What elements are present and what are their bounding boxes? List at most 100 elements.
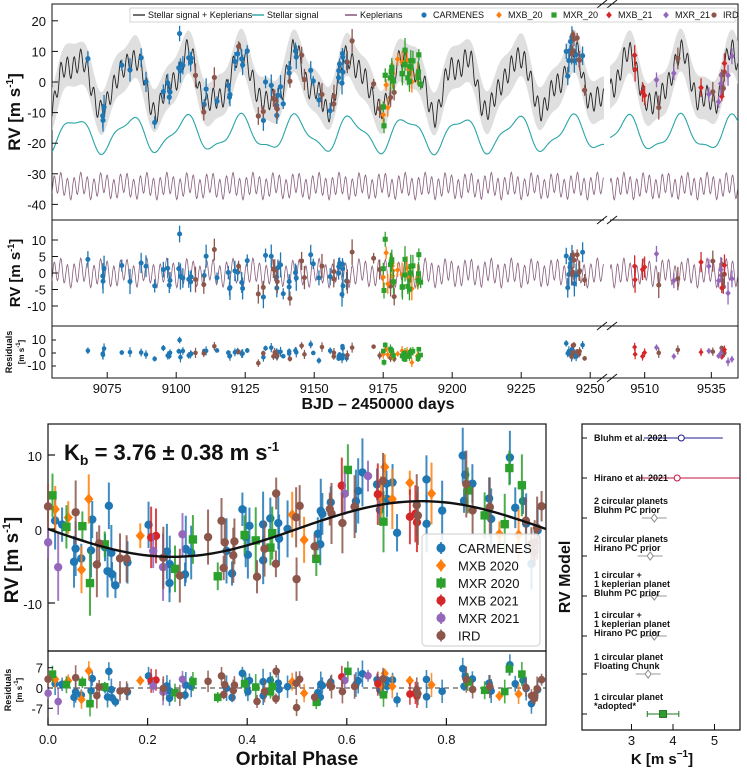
top-x-tick-label: 9200	[438, 381, 467, 396]
k-panel: Bluhm et al. 2021 Hirano et al. 2021 2 cir…	[557, 423, 741, 768]
phase-point	[350, 502, 359, 511]
rv-point	[698, 84, 704, 92]
keplerian-line	[52, 171, 604, 201]
top-x-tick-label: 9075	[93, 381, 122, 396]
rv-point	[670, 69, 677, 77]
top-ylabel-main: RV [m s-1]	[5, 73, 24, 151]
phase-residual-point	[266, 687, 275, 696]
rv-point	[653, 76, 660, 84]
residual-point	[349, 345, 355, 350]
phase-point	[71, 508, 80, 517]
detrended-point	[571, 257, 577, 263]
rv-point	[349, 38, 355, 44]
rv-point	[580, 53, 586, 59]
phase-residual-point	[111, 698, 120, 706]
phase-point	[363, 471, 373, 481]
rv-point	[287, 78, 293, 84]
rv-point	[192, 72, 199, 78]
rv-point	[721, 59, 728, 67]
detrended-point	[292, 270, 298, 276]
residual-point	[256, 360, 261, 366]
phase-point	[104, 501, 114, 511]
detrended-point	[186, 276, 192, 282]
detrended-point	[260, 294, 266, 300]
phase-point	[135, 530, 145, 542]
phase-residual-point	[275, 685, 283, 694]
rv-point	[390, 78, 397, 84]
rv-point	[119, 62, 125, 68]
phase-residual-point	[272, 694, 280, 703]
detrended-point	[100, 278, 106, 284]
rv-point	[582, 87, 588, 93]
k-model-label: *adopted*	[594, 701, 637, 711]
rv-point	[418, 81, 424, 87]
phase-point	[243, 550, 253, 560]
detrended-point	[336, 264, 342, 270]
detrended-point	[405, 283, 411, 289]
phase-residual-point	[462, 675, 471, 684]
mid-y-tick-label: 10	[32, 233, 46, 248]
top-x-tick-label: 9125	[231, 381, 260, 396]
top-legend-box	[129, 7, 736, 23]
rv-point	[720, 85, 726, 91]
detrended-point	[718, 266, 724, 273]
detrended-point	[719, 272, 725, 278]
phase-residual-point	[379, 690, 388, 699]
detrended-point	[319, 263, 325, 269]
rv-point	[415, 74, 421, 80]
phase-point	[213, 572, 222, 581]
phase-point	[260, 544, 269, 553]
phase-residual-point	[522, 683, 530, 692]
rv-point	[344, 59, 350, 65]
residual-point	[563, 341, 569, 346]
phase-residual-point	[238, 669, 247, 678]
k-model-label: Hirano PC prior	[594, 543, 661, 553]
rv-point	[180, 62, 186, 68]
phase-residual-point	[259, 677, 267, 686]
rv-point	[293, 54, 299, 60]
residual-point	[710, 349, 716, 354]
detrended-point	[631, 263, 638, 270]
phase-residual-point	[511, 680, 520, 688]
phase-residual-point	[272, 667, 280, 676]
rv-point	[573, 52, 579, 58]
residual-point	[263, 345, 268, 351]
k-frame	[581, 423, 741, 731]
phase-x-tick-label: 0.2	[139, 732, 157, 747]
detrended-point	[656, 282, 662, 288]
phase-residual-point	[78, 678, 87, 687]
top-legend-swatch	[551, 12, 557, 18]
detrended-point	[85, 256, 91, 262]
detrended-point	[416, 252, 422, 258]
phase-point	[69, 557, 79, 566]
axis-break-mark	[606, 321, 618, 331]
residual-point	[311, 350, 316, 356]
detrended-point	[721, 261, 728, 269]
detrended-point	[270, 266, 276, 272]
phase-ylabel-res-1: Residuals	[3, 669, 13, 712]
rv-point	[301, 76, 308, 83]
phase-annotation-sub: b	[80, 452, 89, 468]
rv-point	[331, 101, 337, 107]
mid-y-tick-label: 5	[39, 250, 46, 265]
rv-point	[576, 57, 582, 63]
phase-point	[86, 546, 96, 555]
phase-residual-point	[527, 691, 536, 700]
detrended-point	[344, 278, 350, 284]
rv-point	[232, 58, 238, 65]
rv-point	[255, 113, 261, 119]
phase-y-tick-label: -10	[23, 597, 42, 612]
phase-point	[373, 490, 383, 499]
detrended-point	[268, 253, 274, 259]
rv-point	[565, 73, 571, 79]
phase-legend-label: CARMENES	[458, 541, 532, 556]
phase-x-tick-label: 0.4	[238, 732, 256, 747]
phase-point	[258, 520, 268, 529]
phase-residual-point	[274, 679, 283, 687]
top-x-tick-label: 9175	[369, 381, 398, 396]
rv-point	[316, 97, 322, 103]
phase-residual-point	[405, 675, 414, 686]
rv-point	[719, 72, 725, 78]
phase-ylabel: RV [m s-1]	[1, 517, 23, 604]
phase-point	[62, 522, 71, 532]
